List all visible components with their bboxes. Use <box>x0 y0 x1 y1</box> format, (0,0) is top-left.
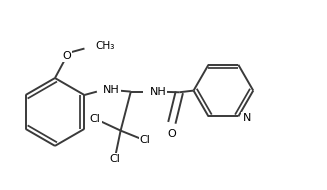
Text: O: O <box>167 129 176 139</box>
Text: Cl: Cl <box>90 114 101 124</box>
Text: Cl: Cl <box>109 154 120 164</box>
Text: O: O <box>62 51 71 61</box>
Text: Cl: Cl <box>140 135 150 145</box>
Text: NH: NH <box>103 85 120 95</box>
Text: CH₃: CH₃ <box>96 41 115 51</box>
Text: NH: NH <box>149 87 166 97</box>
Text: N: N <box>242 113 251 123</box>
